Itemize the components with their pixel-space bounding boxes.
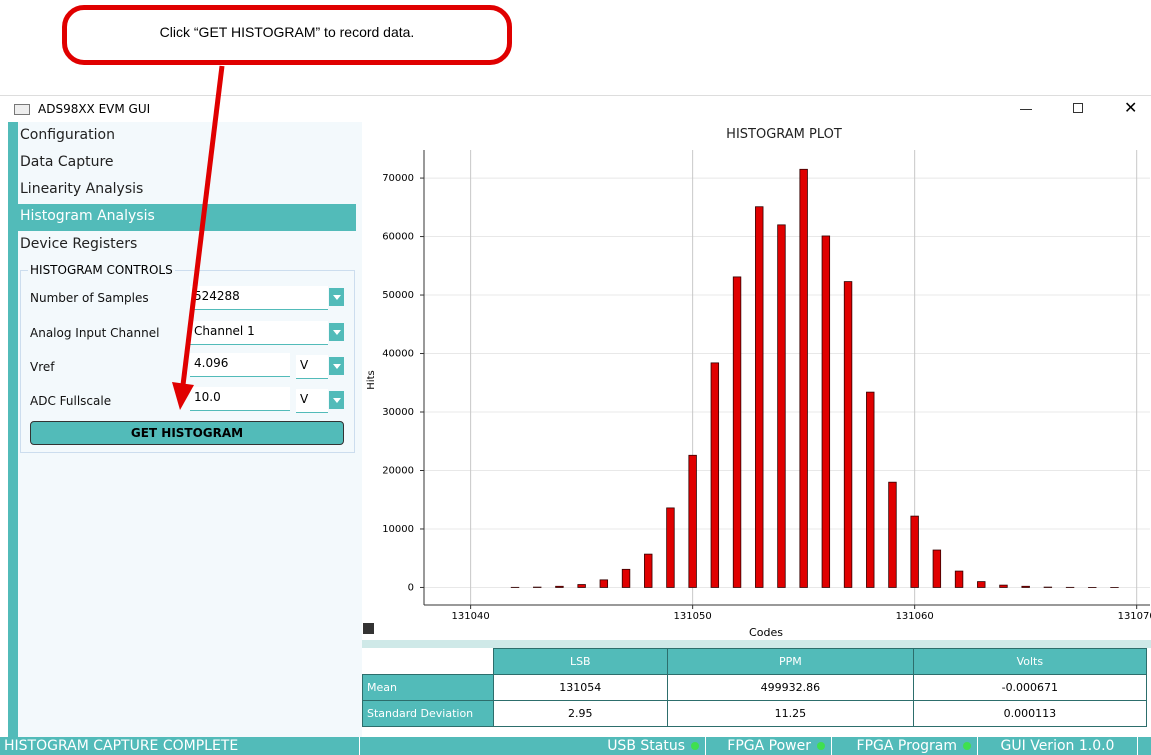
version-label: GUI Verion 1.0.0 xyxy=(978,737,1138,755)
chart-title: HISTOGRAM PLOT xyxy=(726,127,842,142)
unit-dropdown[interactable]: V xyxy=(296,355,328,379)
field-label: Analog Input Channel xyxy=(30,326,160,340)
plot-area xyxy=(424,150,1150,605)
bar xyxy=(688,454,697,588)
x-tick-label: 131040 xyxy=(452,611,490,622)
row-header: Standard Deviation xyxy=(362,700,494,727)
menu-item[interactable]: Data Capture xyxy=(20,154,114,170)
bar xyxy=(577,584,586,588)
get-histogram-button[interactable]: GET HISTOGRAM xyxy=(30,421,344,445)
stats-table: LSB PPM Volts Mean 131054 499932.86 -0.0… xyxy=(362,648,1148,727)
app-icon xyxy=(14,104,30,115)
bar xyxy=(843,281,853,588)
title-bar: ADS98XX EVM GUI ✕ xyxy=(0,95,1151,122)
bar xyxy=(666,507,675,588)
dropdown-arrow[interactable] xyxy=(329,391,344,409)
x-tick-label: 131060 xyxy=(896,611,934,622)
bar xyxy=(999,584,1008,588)
window-title: ADS98XX EVM GUI xyxy=(38,102,151,116)
field-label: ADC Fullscale xyxy=(30,394,112,408)
cell: 131054 xyxy=(492,674,669,701)
indicator-light xyxy=(963,742,971,750)
row-header: Mean xyxy=(362,674,494,701)
field-label: Vref xyxy=(30,360,55,374)
splitter xyxy=(362,640,1151,648)
controls-title: HISTOGRAM CONTROLS xyxy=(28,263,175,277)
bar xyxy=(932,549,942,588)
bar xyxy=(799,168,808,588)
x-axis-label: Codes xyxy=(749,626,783,639)
x-tick-label: 131050 xyxy=(674,611,712,622)
status-message: HISTOGRAM CAPTURE COMPLETE xyxy=(4,737,360,755)
y-tick-label: 40000 xyxy=(382,349,414,360)
bar xyxy=(888,481,897,588)
dropdown-arrow[interactable] xyxy=(329,357,344,375)
y-tick-label: 70000 xyxy=(382,173,414,184)
cell: 2.95 xyxy=(492,700,669,727)
bar xyxy=(821,235,831,588)
text-input[interactable]: 4.096 xyxy=(190,353,290,377)
cell: 0.000113 xyxy=(912,700,1148,727)
cell: 11.25 xyxy=(667,700,914,727)
chart: HISTOGRAM PLOT Codes Hits 0 10000 20000 300… xyxy=(363,127,1151,639)
column-header: PPM xyxy=(667,648,914,675)
field-label: Number of Samples xyxy=(30,291,149,305)
y-tick-label: 10000 xyxy=(382,524,414,535)
menu-item[interactable]: Device Registers xyxy=(20,236,138,252)
text-input[interactable]: 10.0 xyxy=(190,387,290,411)
y-tick-label: 30000 xyxy=(382,407,414,418)
bar xyxy=(777,224,786,588)
maximize-button[interactable] xyxy=(1073,103,1083,113)
column-header: Volts xyxy=(912,648,1148,675)
menu-item[interactable]: Configuration xyxy=(20,127,115,143)
bar xyxy=(644,553,653,588)
close-button[interactable]: ✕ xyxy=(1124,98,1138,117)
y-tick-label: 0 xyxy=(408,582,414,593)
indicator-label: FPGA Program xyxy=(856,738,957,754)
y-tick-label: 60000 xyxy=(382,232,414,243)
indicator-label: USB Status xyxy=(607,738,685,754)
bar xyxy=(555,585,564,588)
bar xyxy=(1021,585,1030,588)
dropdown-arrow[interactable] xyxy=(329,288,344,306)
y-tick-label: 20000 xyxy=(382,465,414,476)
x-tick-label: 131070 xyxy=(1118,611,1151,622)
sidebar-strip xyxy=(8,122,18,737)
bar xyxy=(621,568,631,588)
bar xyxy=(710,362,720,588)
bar xyxy=(732,276,742,588)
status-indicator: USB Status xyxy=(560,737,706,755)
y-axis-label: Hits xyxy=(366,370,377,389)
y-tick-label: 50000 xyxy=(382,290,414,301)
column-header: LSB xyxy=(492,648,669,675)
bar xyxy=(755,206,764,588)
bar xyxy=(599,579,609,588)
cell: -0.000671 xyxy=(912,674,1148,701)
menu-item[interactable]: Linearity Analysis xyxy=(20,181,144,197)
unit-dropdown[interactable]: V xyxy=(296,389,328,413)
callout-box xyxy=(62,5,512,65)
menu-item[interactable]: Histogram Analysis xyxy=(18,204,356,231)
corner-cell xyxy=(362,648,493,675)
indicator-light xyxy=(817,742,825,750)
status-indicator: FPGA Program xyxy=(832,737,978,755)
autoscale-icon[interactable] xyxy=(363,623,374,634)
callout-text: Click “GET HISTOGRAM” to record data. xyxy=(159,24,415,40)
status-indicator: FPGA Power xyxy=(706,737,832,755)
dropdown[interactable]: 524288 xyxy=(190,286,328,310)
indicator-light xyxy=(691,742,699,750)
cell: 499932.86 xyxy=(667,674,914,701)
bar xyxy=(910,515,919,588)
bar xyxy=(977,581,986,588)
indicator-label: FPGA Power xyxy=(727,738,811,754)
dropdown-arrow[interactable] xyxy=(329,323,344,341)
minimize-button[interactable] xyxy=(1020,109,1032,110)
bar xyxy=(954,570,964,588)
bar xyxy=(866,391,875,588)
dropdown[interactable]: Channel 1 xyxy=(190,321,328,345)
status-bar: HISTOGRAM CAPTURE COMPLETE USB Status FP… xyxy=(0,737,1151,755)
